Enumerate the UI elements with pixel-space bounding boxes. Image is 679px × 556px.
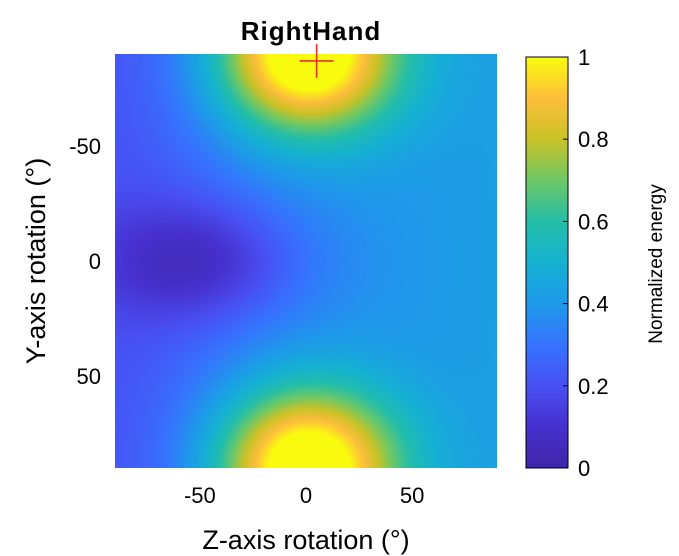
plus-marker [299,43,334,78]
y-axis-label: Y-axis rotation (°) [21,158,51,364]
colorbar-label: Normalized energy [646,184,667,344]
x-axis-label: Z-axis rotation (°) [202,525,409,555]
chart-title: RightHand [241,16,381,46]
y-tick-label: 0 [89,249,101,274]
y-tick-label: -50 [69,134,101,159]
colorbar-tick-label: 0.2 [578,374,609,399]
plot-area [115,54,497,468]
colorbar-tick-labels: 0 0.2 0.4 0.6 0.8 1 [563,45,609,481]
x-tick-label: 0 [300,483,312,508]
colorbar-tick-label: 1 [578,45,590,70]
colorbar [525,56,569,469]
colorbar-tick-label: 0 [578,456,590,481]
x-tick-label: 50 [400,483,424,508]
x-tick-labels: -50 0 50 [184,483,424,508]
colorbar-tick-label: 0.4 [578,292,609,317]
colorbar-gradient [525,56,569,469]
x-tick-label: -50 [184,483,216,508]
y-tick-label: 50 [77,364,101,389]
y-tick-labels: -50 0 50 [69,134,101,389]
heatmap-surface [115,54,497,468]
colorbar-tick-label: 0.8 [578,127,609,152]
colorbar-tick-label: 0.6 [578,209,609,234]
marker-layer [299,43,334,78]
